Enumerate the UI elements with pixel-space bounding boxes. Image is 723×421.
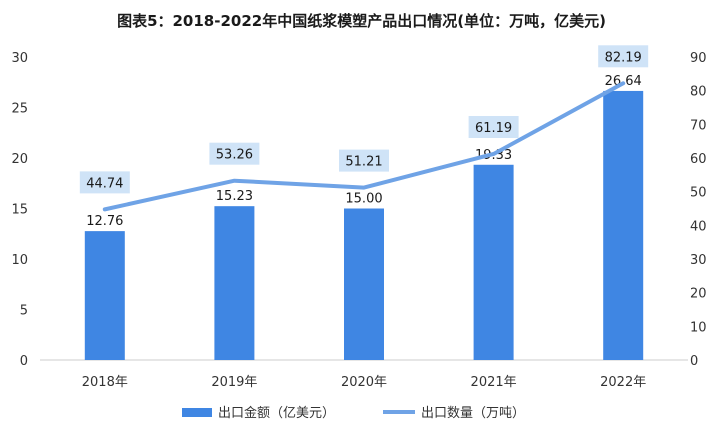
line-value-label-bg — [339, 149, 389, 172]
line-value-label-bg — [598, 45, 649, 68]
bar-value-label: 15.00 — [345, 192, 382, 207]
line-value-label: 61.19 — [475, 121, 512, 136]
right-axis-tick-label: 80 — [690, 85, 707, 100]
line-series: 44.74 53.26 51.21 61.19 82.19 — [79, 45, 649, 212]
line-value-label: 53.26 — [216, 148, 253, 163]
right-axis-tick-label: 20 — [690, 287, 707, 302]
x-axis-ticks: 2018年 2019年 2020年 2021年 2022年 — [82, 375, 646, 390]
x-axis-tick-label: 2022年 — [600, 375, 646, 390]
right-axis-tick-label: 10 — [690, 320, 707, 335]
left-axis-tick-label: 15 — [11, 203, 28, 218]
line-path — [102, 81, 626, 212]
chart-title: 图表5：2018-2022年中国纸浆模塑产品出口情况(单位：万吨，亿美元) — [117, 12, 606, 30]
bar-value-label: 15.23 — [216, 189, 253, 204]
legend-label-line: 出口数量（万吨） — [421, 406, 525, 421]
line-value-label: 82.19 — [605, 50, 642, 65]
bar — [344, 208, 384, 360]
line-value-label-bg — [209, 142, 260, 165]
x-axis-tick-label: 2021年 — [471, 375, 517, 390]
left-axis-tick-label: 10 — [11, 253, 28, 268]
line-value-label-bg — [79, 171, 130, 194]
x-axis-tick-label: 2019年 — [211, 375, 257, 390]
right-axis-tick-label: 40 — [690, 219, 707, 234]
legend-swatch-bar — [182, 408, 212, 417]
bar-value-label: 12.76 — [86, 214, 123, 229]
left-axis-tick-label: 30 — [11, 51, 28, 66]
right-axis-tick-label: 30 — [690, 253, 707, 268]
legend: 出口金额（亿美元） 出口数量（万吨） — [182, 405, 525, 421]
legend-label-bar: 出口金额（亿美元） — [218, 405, 335, 421]
right-axis-tick-label: 90 — [690, 51, 707, 66]
left-axis-tick-label: 0 — [20, 354, 28, 369]
bar — [84, 231, 125, 360]
line-value-label: 51.21 — [345, 155, 382, 170]
right-axis-tick-label: 0 — [690, 354, 698, 369]
right-axis: 0 10 20 30 40 50 60 70 80 90 — [690, 51, 707, 369]
line-value-label: 44.74 — [86, 176, 123, 191]
right-axis-tick-label: 50 — [690, 186, 707, 201]
right-axis-tick-label: 60 — [690, 152, 707, 167]
bar — [214, 206, 255, 360]
bar — [473, 164, 514, 360]
left-axis-tick-label: 25 — [11, 102, 28, 117]
line-value-label-bg — [468, 115, 519, 138]
left-axis: 0 5 10 15 20 25 30 — [11, 51, 28, 369]
x-axis-tick-label: 2018年 — [82, 375, 128, 390]
bar — [603, 90, 644, 360]
left-axis-tick-label: 5 — [20, 304, 28, 319]
left-axis-tick-label: 20 — [11, 152, 28, 167]
right-axis-tick-label: 70 — [690, 118, 707, 133]
x-axis-tick-label: 2020年 — [341, 375, 387, 390]
